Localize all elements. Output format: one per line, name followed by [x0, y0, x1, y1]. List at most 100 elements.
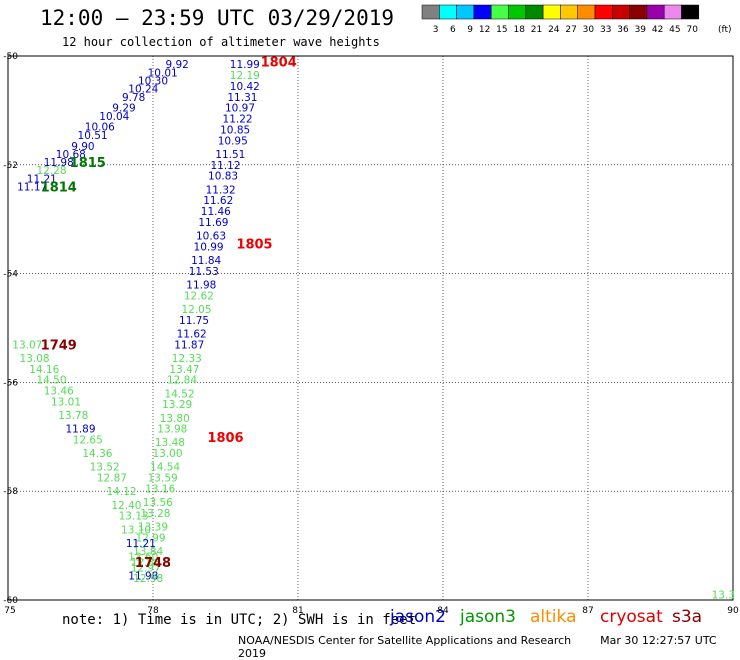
pass-time-label: 1805	[236, 238, 272, 253]
wave-height-label: 11.17	[17, 182, 47, 194]
scale-label: 30	[583, 25, 595, 35]
wave-height-label: 11.87	[174, 339, 204, 351]
x-tick-label: 75	[4, 606, 15, 616]
x-tick-label: 81	[292, 606, 303, 616]
wave-height-label: 11.98	[128, 571, 158, 583]
wave-height-label: 11.32	[206, 184, 236, 196]
wave-height-label: 12.99	[136, 532, 166, 544]
scale-label: 70	[686, 25, 698, 35]
scale-swatch	[681, 4, 700, 20]
wave-height-label: 12.28	[36, 165, 66, 177]
wave-height-label: 13.46	[44, 386, 74, 398]
wave-height-label: 10.06	[85, 122, 115, 134]
wave-height-label: 10.42	[230, 81, 260, 93]
wave-height-label: 10.01	[148, 67, 178, 79]
y-tick-label: -54	[3, 270, 18, 280]
wave-height-label: 10.83	[208, 171, 238, 183]
wave-height-label: 11.53	[189, 266, 219, 278]
wave-height-label: 14.50	[36, 375, 66, 387]
scale-label: 27	[565, 25, 576, 35]
wave-height-label: 13.56	[143, 497, 173, 509]
wave-height-label: 13.08	[20, 353, 50, 365]
wave-height-label: 12.98	[133, 573, 163, 585]
pass-time-label: 1804	[261, 55, 297, 70]
footer-note: note: 1) Time is in UTC; 2) SWH is in fe…	[62, 612, 417, 628]
plot-frame	[7, 55, 734, 601]
y-tick-label: -58	[3, 487, 18, 497]
wave-height-label: 13.07	[12, 339, 42, 351]
wave-height-label: 13.16	[145, 483, 175, 495]
credit-org: NOAA/NESDIS Center for Satellite Applica…	[238, 634, 572, 647]
color-scale-legend: 3 6 9 12 15 18 21 24 27 30 33 36 39 42 45 70 (ft)	[421, 4, 732, 35]
wave-height-label: 12.88	[131, 557, 161, 569]
credit-line: NOAA/NESDIS Center for Satellite Applica…	[238, 634, 740, 660]
mission-cryosat: cryosat	[600, 607, 663, 627]
wave-height-label: 12.65	[73, 435, 103, 447]
wave-height-label: 11.46	[201, 206, 231, 218]
wave-height-label: 11.62	[203, 195, 233, 207]
wave-height-label: 9.90	[71, 141, 94, 153]
x-tick-label: 78	[147, 606, 159, 616]
wave-height-label: 10.51	[78, 130, 108, 142]
mission-jason3: jason3	[460, 607, 516, 627]
wave-height-label: 14.52	[165, 388, 195, 400]
wave-height-label: 11.31	[227, 92, 257, 104]
wave-height-label: 12.97	[131, 562, 161, 574]
pass-time-label: 1815	[70, 156, 106, 171]
wave-height-label: 14.12	[107, 486, 137, 498]
wave-height-label: 13.3	[712, 590, 735, 602]
scale-label: 15	[496, 25, 507, 35]
wave-height-label: 13.59	[148, 473, 178, 485]
page-title: 12:00 — 23:59 UTC 03/29/2019	[40, 6, 395, 30]
mission-jason2: jason2	[390, 607, 446, 627]
x-tick-label: 87	[582, 606, 593, 616]
pass-time-label: 1806	[207, 431, 243, 446]
wave-height-label: 13.00	[152, 448, 182, 460]
wave-height-label: 13.52	[90, 462, 120, 474]
wave-height-label: 13.13	[119, 511, 149, 523]
wave-height-label: 13.47	[169, 364, 199, 376]
wave-height-label: 10.24	[128, 84, 158, 96]
wave-height-label: 12.05	[181, 304, 211, 316]
y-tick-label: -56	[3, 378, 18, 388]
mission-s3a: s3a	[672, 607, 703, 627]
scale-label: 6	[450, 25, 456, 35]
wave-height-label: 11.89	[65, 424, 95, 436]
wave-height-label: 13.10	[121, 524, 151, 536]
pass-time-label: 1748	[135, 556, 171, 571]
wave-height-label: 10.97	[225, 103, 255, 115]
wave-height-label: 13.80	[160, 413, 190, 425]
wave-height-label: 11.21	[126, 538, 156, 550]
wave-height-label: 11.98	[186, 279, 216, 291]
wave-height-label: 12.62	[184, 290, 214, 302]
scale-label: 42	[652, 25, 663, 35]
y-tick-label: -60	[3, 596, 18, 606]
wave-height-label: 9.92	[165, 59, 188, 71]
wave-height-label: 11.75	[179, 315, 209, 327]
wave-height-label: 13.39	[138, 522, 168, 534]
wave-height-label: 9.29	[112, 103, 135, 115]
wave-height-label: 11.69	[198, 217, 228, 229]
wave-height-chart: 75 78 81 84 87 90-50-52-54-56-58-609.9210.011…	[3, 52, 739, 616]
pass-time-label: 1814	[41, 181, 77, 196]
wave-height-label: 13.84	[133, 546, 163, 558]
scale-label: 3	[433, 25, 439, 35]
y-tick-label: -52	[3, 161, 18, 171]
y-tick-label: -50	[3, 52, 18, 62]
wave-height-label: 13.78	[58, 410, 88, 422]
wave-height-label: 10.99	[194, 241, 224, 253]
scale-label: 36	[617, 25, 629, 35]
mission-altika: altika	[530, 607, 577, 627]
scale-label: 24	[548, 25, 560, 35]
wave-height-label: 9.78	[122, 92, 145, 104]
scale-label: 21	[531, 25, 542, 35]
x-tick-label: 84	[437, 606, 449, 616]
wave-height-label: 12.87	[97, 473, 127, 485]
wave-height-label: 10.68	[56, 149, 86, 161]
scale-label: 18	[513, 25, 525, 35]
scale-label: 45	[669, 25, 680, 35]
wave-height-label: 13.01	[51, 396, 81, 408]
wave-height-label: 13.28	[140, 508, 170, 520]
wave-height-label: 13.60	[128, 551, 158, 563]
